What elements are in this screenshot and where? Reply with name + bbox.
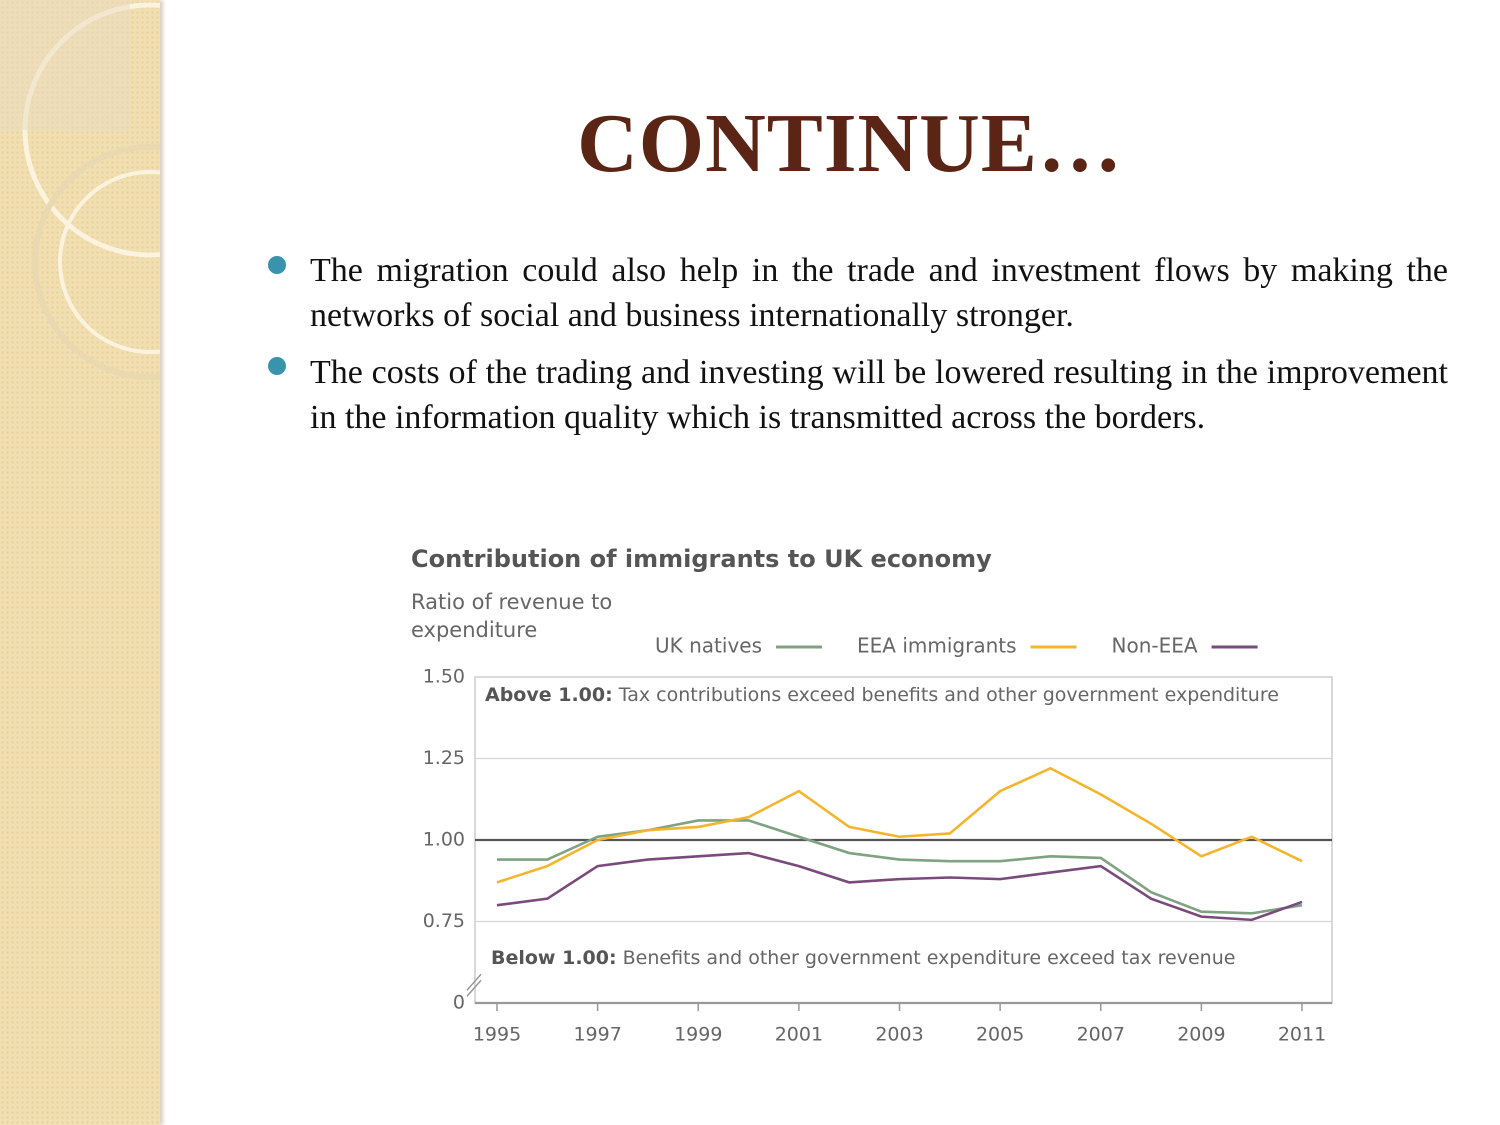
y-tick-label: 0 (453, 992, 465, 1014)
annotation-text: Tax contributions exceed benefits and ot… (618, 684, 1279, 706)
x-tick-label: 2003 (875, 1024, 923, 1046)
x-tick-label: 2009 (1177, 1024, 1225, 1046)
x-tick-label: 2005 (976, 1024, 1024, 1046)
x-tick-label: 2011 (1278, 1024, 1326, 1046)
legend-label: Non-EEA (1112, 634, 1198, 658)
legend-entry: Non-EEA (1112, 634, 1258, 658)
legend-entry: EEA immigrants (857, 634, 1077, 658)
legend-label: UK natives (655, 634, 762, 658)
annotation: Below 1.00: Benefits and other governmen… (491, 944, 1251, 972)
legend-entry: UK natives (655, 634, 823, 658)
bullet-text: The costs of the trading and investing w… (310, 354, 1448, 436)
bullet-dot (268, 256, 286, 274)
slide-title: CONTINUE… (577, 97, 1123, 190)
annotation-text: Benefits and other government expenditur… (622, 947, 1236, 969)
x-tick-label: 1995 (473, 1024, 521, 1046)
annotation: Above 1.00: Tax contributions exceed ben… (485, 681, 1305, 709)
x-tick-label: 2007 (1077, 1024, 1125, 1046)
y-tick-label: 0.75 (423, 910, 465, 932)
annotation-bold: Above 1.00: (485, 684, 613, 706)
legend-label: EEA immigrants (857, 634, 1017, 658)
y-tick-label: 1.25 (423, 747, 465, 769)
bullet-text: The migration could also help in the tra… (310, 252, 1448, 334)
series-line (497, 819, 1303, 915)
series-line (496, 851, 1303, 922)
chart-title: Contribution of immigrants to UK economy (411, 545, 992, 573)
decor-strip (0, 0, 278, 1125)
x-tick-label: 1999 (674, 1024, 722, 1046)
annotation-bold: Below 1.00: (491, 947, 617, 969)
chart: Contribution of immigrants to UK economy… (411, 545, 1333, 1046)
y-axis-label: Ratio of revenue to expenditure (411, 590, 613, 642)
series-line (496, 766, 1303, 884)
decor-circles (0, 0, 278, 380)
y-tick-label: 1.50 (423, 666, 465, 688)
x-tick-label: 1997 (573, 1024, 621, 1046)
y-tick-label: 1.00 (423, 829, 465, 851)
bullet-dot (268, 357, 286, 375)
axis-break (466, 973, 482, 997)
x-tick-label: 2001 (775, 1024, 823, 1046)
